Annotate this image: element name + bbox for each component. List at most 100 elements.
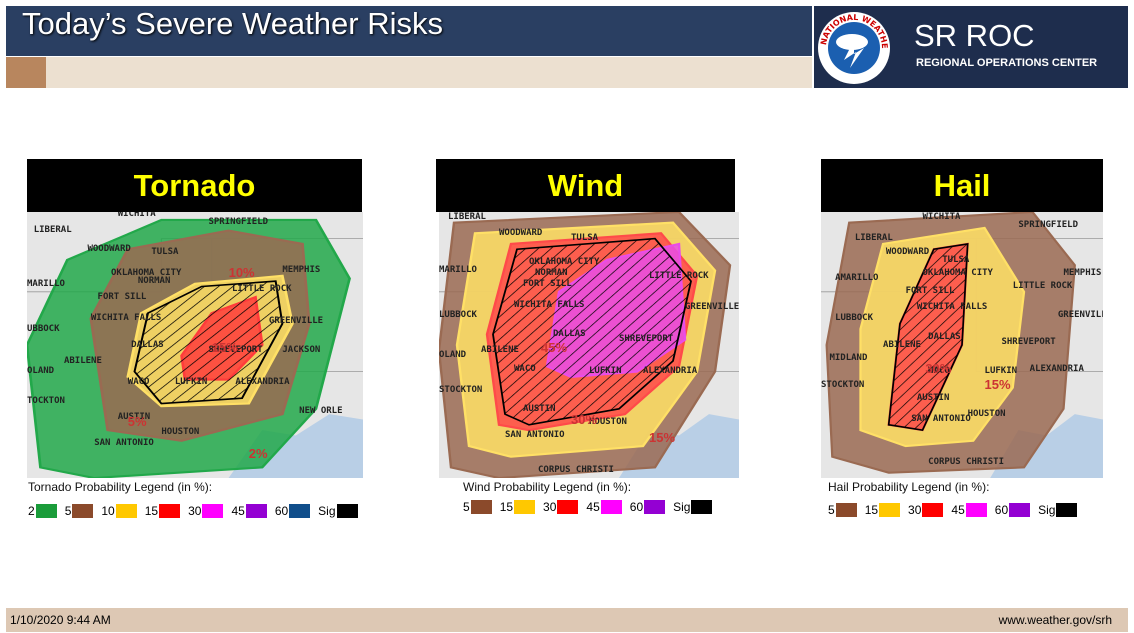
slide-title: Today’s Severe Weather Risks [22, 6, 443, 41]
city-label: MEMPHIS [282, 265, 321, 276]
city-label: LIBERAL [448, 212, 486, 222]
city-label: GREENVILLE [685, 302, 739, 313]
legend-label: 60 [629, 500, 644, 514]
city-label: OLAND [27, 366, 55, 377]
city-label: MEMPHIS [1063, 267, 1102, 278]
city-label: ALEXANDRIA [235, 376, 290, 387]
city-label: TULSA [151, 246, 179, 257]
city-label: LIBERAL [854, 233, 893, 244]
city-label: AUSTIN [916, 392, 950, 403]
city-label: SHREVEPORT [208, 345, 263, 355]
city-label: WACO [928, 366, 950, 377]
city-label: LUBBOCK [439, 310, 477, 321]
map: LIBERAL WOODWARD WICHITA SPRINGFIELD TULSA OK… [27, 212, 363, 478]
legend-title: Wind Probability Legend (in %): [463, 480, 632, 494]
legend-label: 5 [828, 503, 835, 517]
city-label: STOCKTON [439, 384, 483, 395]
city-label: SAN ANTONIO [911, 414, 971, 425]
legend-label: Sig [673, 500, 691, 514]
legend-label: 30 [908, 503, 922, 517]
risk-percent: 15% [649, 430, 676, 446]
nws-logo: NATIONAL WEATHER SERVICE [814, 10, 890, 84]
city-label: HOUSTON [589, 416, 627, 427]
map-shapes [27, 218, 363, 478]
city-label: OLAND [439, 350, 467, 361]
legend-label: 30 [543, 500, 557, 514]
city-label: FORT SILL [905, 286, 955, 297]
footer-bar [6, 608, 1128, 632]
legend-label: 2 [28, 504, 35, 518]
city-label: HOUSTON [967, 408, 1006, 419]
legend-title: Hail Probability Legend (in %): [828, 480, 990, 494]
city-label: DALLAS [553, 329, 586, 340]
risk-percent: 2% [248, 446, 268, 462]
legend-label: Sig [318, 504, 336, 518]
legend-swatch [470, 500, 492, 514]
city-label: WICHITA [922, 212, 961, 222]
city-label: LITTLE ROCK [1012, 281, 1073, 292]
panel-title: Hail [821, 159, 1103, 212]
panel-title: Wind [436, 159, 735, 212]
city-label: DALLAS [928, 331, 961, 342]
legend: 2 5 10 15 30 45 60 Sig [28, 504, 366, 518]
city-label: MARILLO [439, 265, 477, 276]
city-label: SHREVEPORT [1001, 337, 1056, 348]
legend-label: 45 [951, 503, 965, 517]
city-label: WICHITA [117, 212, 156, 220]
city-label: GREENVILLE [268, 315, 324, 326]
legend-swatch [289, 504, 311, 518]
city-label: LUFKIN [984, 366, 1018, 377]
legend-label: 60 [274, 504, 289, 518]
city-label: NORMAN [137, 275, 171, 286]
sig-area [492, 237, 692, 426]
legend-swatch [72, 504, 94, 518]
city-label: SPRINGFIELD [208, 217, 269, 228]
legend-swatch [600, 500, 622, 514]
legend-swatch [245, 504, 267, 518]
sig-area [887, 242, 969, 432]
city-label: LUBBOCK [835, 313, 874, 324]
legend-label: 15 [499, 500, 514, 514]
legend-swatch [514, 500, 536, 514]
city-label: TOCKTON [27, 395, 65, 406]
risk-percent: 30% [571, 411, 598, 427]
city-label: CORPUS CHRISTI [928, 456, 1005, 467]
legend-swatch [159, 504, 181, 518]
legend-swatch [835, 503, 857, 517]
footer-date: 1/10/2020 9:44 AM [10, 613, 111, 627]
risk-percent: 30% [925, 360, 952, 376]
legend-label: 30 [188, 504, 202, 518]
risk-percent: 15% [984, 376, 1011, 392]
city-label: SHREVEPORT [619, 334, 674, 345]
city-label: ALEXANDRIA [1029, 363, 1084, 374]
legend-label: 5 [463, 500, 470, 514]
city-label: DALLAS [131, 339, 164, 350]
legend-swatch [644, 500, 666, 514]
city-label: HOUSTON [161, 427, 200, 438]
city-label: UBBOCK [27, 323, 60, 334]
legend-swatch [922, 503, 944, 517]
city-label: AUSTIN [117, 411, 151, 422]
header-bar [6, 6, 812, 56]
city-label: LIBERAL [33, 225, 72, 236]
city-label: SPRINGFIELD [1018, 219, 1078, 230]
legend-swatch [1009, 503, 1031, 517]
city-label: LITTLE ROCK [649, 270, 709, 281]
footer-url: www.weather.gov/srh [998, 613, 1112, 627]
city-label: WOODWARD [885, 246, 930, 257]
city-label: NEW ORLE [299, 406, 343, 417]
map: LIBERAL WOODWARD TULSA MARILLO OKLAHOMA CITY… [439, 212, 739, 478]
city-label: SAN ANTONIO [94, 438, 154, 449]
risk-percent: 5% [127, 414, 147, 430]
city-label: OKLAHOMA CITY [922, 267, 993, 278]
legend-label: 5 [64, 504, 72, 518]
org-name: SR ROC [914, 18, 1035, 53]
city-label: OKLAHOMA CITY [529, 257, 600, 268]
city-label: WOODWARD [87, 243, 131, 254]
legend-swatch [336, 504, 358, 518]
legend: 5 15 30 45 60 Sig [828, 503, 1085, 517]
risk-percent: 45% [541, 339, 568, 355]
city-label: LUFKIN [589, 366, 622, 377]
org-subtitle: REGIONAL OPERATIONS CENTER [916, 57, 1098, 69]
city-label: AUSTIN [523, 403, 556, 414]
